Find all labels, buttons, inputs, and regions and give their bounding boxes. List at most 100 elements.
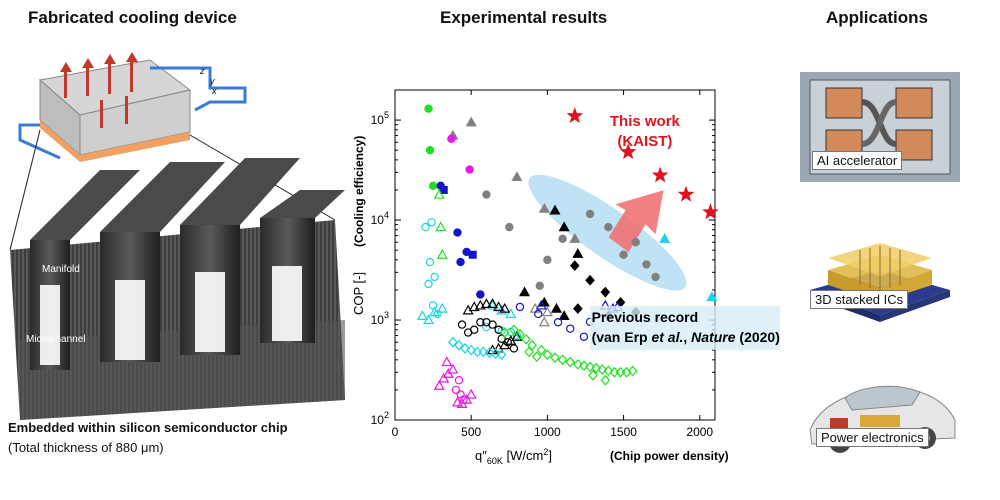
microchannel-label: Microchannel [26, 334, 85, 345]
this-work-label: This work [610, 113, 681, 130]
data-point-diamond [570, 260, 580, 272]
manifold-structure [10, 158, 345, 420]
data-point-circle [535, 281, 544, 290]
data-point-circle [558, 234, 567, 243]
data-point-triangle [541, 306, 553, 317]
y-tick-label: 104 [371, 210, 389, 227]
data-point-diamond [627, 365, 638, 377]
previous-record-label: Previous record [592, 309, 699, 325]
data-point-circle [447, 134, 456, 143]
y-tick-label: 103 [371, 310, 389, 327]
data-point-circle [553, 318, 563, 327]
data-point-star [619, 143, 637, 159]
x-tick-label: 500 [461, 425, 481, 439]
data-point-triangle [451, 396, 464, 407]
data-point-diamond [573, 303, 583, 315]
previous-record-box [590, 305, 780, 350]
data-point-diamond [478, 346, 489, 358]
data-point-diamond [600, 286, 611, 298]
data-point-diamond [536, 344, 547, 356]
data-point-diamond [509, 324, 519, 336]
data-point-triangle [441, 356, 453, 367]
data-point-star [566, 107, 584, 123]
plot-frame [394, 89, 716, 421]
data-point-star [677, 185, 695, 202]
data-point-circle [425, 257, 435, 267]
data-point-triangle [468, 301, 480, 312]
data-point-triangle [435, 221, 447, 232]
data-point-triangle [538, 202, 550, 213]
data-point-circle [428, 301, 438, 310]
data-point-triangle [569, 233, 581, 243]
x-axis-label: q″60K [W/cm2] [475, 447, 552, 466]
data-point-triangle [433, 380, 445, 390]
data-point-triangle [422, 314, 435, 325]
data-point-triangle [461, 393, 473, 404]
data-point-circle [619, 250, 628, 259]
data-point-diamond [565, 356, 576, 368]
data-point-diamond [454, 339, 464, 351]
axis-x-label: x [211, 86, 217, 96]
data-point-triangle [499, 302, 511, 313]
data-point-diamond [600, 374, 611, 386]
data-point-diamond [579, 360, 589, 372]
data-point-triangle [505, 308, 517, 319]
data-point-diamond [588, 369, 598, 381]
y-axis-note: (Cooling efficiency) [352, 136, 366, 247]
data-point-circle [457, 320, 467, 329]
data-point-circle [494, 325, 503, 334]
data-point-triangle [416, 310, 428, 320]
data-point-diamond [591, 362, 601, 374]
data-point-diamond [484, 347, 495, 359]
data-point-circle [424, 104, 433, 113]
axis-y-label: y [209, 76, 215, 86]
data-point-circle [566, 324, 575, 333]
data-point-circle [430, 272, 439, 282]
data-point-diamond [490, 348, 501, 360]
x-tick-label: 1000 [534, 425, 561, 439]
data-point-diamond [515, 328, 525, 340]
data-point-circle [453, 228, 462, 237]
application-label-ai: AI accelerator [812, 151, 903, 170]
data-point-triangle [550, 302, 563, 313]
data-point-diamond [521, 334, 531, 345]
data-point-circle [515, 302, 525, 312]
data-point-triangle [474, 299, 486, 310]
data-point-diamond [542, 349, 553, 361]
y-tick-label: 102 [371, 410, 389, 427]
data-point-circle [476, 290, 485, 299]
data-point-circle [425, 145, 435, 155]
data-point-triangle [429, 306, 441, 317]
data-point-diamond [496, 349, 507, 361]
this-work-label: (KAIST) [617, 133, 672, 150]
module-inset [18, 52, 247, 162]
data-point-circle [488, 320, 497, 329]
data-point-circle [503, 338, 512, 347]
data-point-circle [651, 272, 660, 282]
x-tick-label: 2000 [686, 425, 713, 439]
data-point-triangle [447, 363, 459, 374]
data-point-circle [454, 376, 464, 385]
data-point-circle [424, 279, 433, 289]
data-point-triangle [511, 171, 523, 182]
data-point-circle [505, 222, 514, 232]
data-point-triangle [706, 291, 718, 302]
application-label-power: Power electronics [816, 428, 929, 447]
data-point-diamond [460, 343, 470, 354]
data-point-circle [476, 318, 485, 327]
data-point-square [439, 185, 448, 194]
data-point-triangle [465, 388, 477, 399]
data-point-triangle [465, 116, 477, 127]
data-point-triangle [535, 299, 547, 310]
data-point-triangle [486, 298, 499, 308]
data-point-star [702, 203, 719, 220]
3d-stacked-illustration [810, 243, 950, 322]
data-point-diamond [524, 346, 534, 358]
data-point-circle [579, 332, 589, 341]
cop-scatter-chart: 0 500 1000 1500 2000 102 103 104 105 COP [-] (Cool… [351, 89, 780, 466]
data-point-star [651, 166, 669, 183]
data-point-diamond [448, 336, 458, 348]
data-point-triangle [436, 249, 448, 259]
data-point-circle [631, 238, 640, 247]
y-tick-label: 105 [371, 110, 389, 127]
